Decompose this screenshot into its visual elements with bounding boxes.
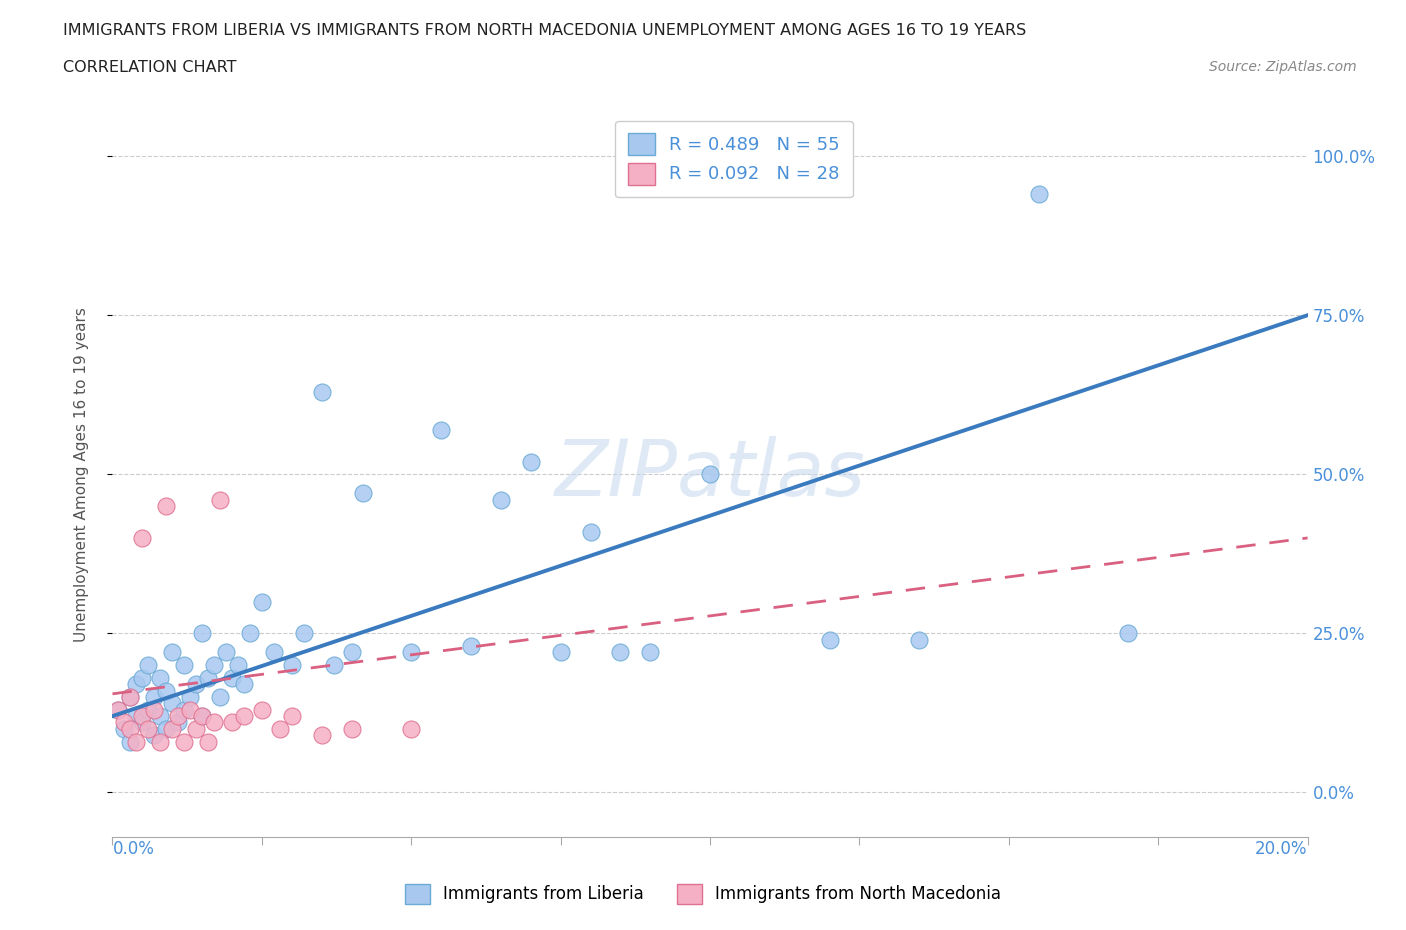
Point [131,671,153,685]
Text: 20.0%: 20.0% [1256,840,1308,858]
Point [155,722,177,737]
Point [120,689,142,704]
Point [149,671,172,685]
Point [311,384,333,399]
Point [520,454,543,469]
Point [263,645,285,660]
Point [401,722,423,737]
Point [125,677,148,692]
Point [131,709,153,724]
Point [114,715,135,730]
Point [401,645,423,660]
Point [550,645,572,660]
Point [233,677,256,692]
Point [173,702,195,717]
Point [202,658,225,672]
Point [155,498,177,513]
Text: CORRELATION CHART: CORRELATION CHART [63,60,236,75]
Point [191,626,214,641]
Point [209,689,232,704]
Point [167,709,190,724]
Text: IMMIGRANTS FROM LIBERIA VS IMMIGRANTS FROM NORTH MACEDONIA UNEMPLOYMENT AMONG AG: IMMIGRANTS FROM LIBERIA VS IMMIGRANTS FR… [63,23,1026,38]
Point [353,486,375,501]
Point [120,734,142,749]
Point [120,689,142,704]
Point [340,645,363,660]
Point [131,530,153,545]
Point [149,709,172,724]
Point [125,709,148,724]
Point [311,728,333,743]
Text: ZIPatlas: ZIPatlas [554,436,866,512]
Point [197,734,219,749]
Point [107,702,129,717]
Point [138,722,160,737]
Point [197,671,219,685]
Point [489,492,512,507]
Point [250,702,273,717]
Legend: Immigrants from Liberia, Immigrants from North Macedonia: Immigrants from Liberia, Immigrants from… [396,875,1010,912]
Point [340,722,363,737]
Point [226,658,249,672]
Point [179,689,201,704]
Point [162,645,183,660]
Text: 0.0%: 0.0% [112,840,155,858]
Point [202,715,225,730]
Y-axis label: Unemployment Among Ages 16 to 19 years: Unemployment Among Ages 16 to 19 years [75,307,89,642]
Point [162,722,183,737]
Point [131,715,153,730]
Point [221,715,243,730]
Point [120,722,142,737]
Point [149,734,172,749]
Point [221,671,243,685]
Point [179,702,201,717]
Point [143,702,166,717]
Point [579,525,602,539]
Point [114,722,135,737]
Point [143,689,166,704]
Point [1118,626,1140,641]
Point [215,645,238,660]
Point [233,709,256,724]
Point [1028,187,1050,202]
Point [186,722,208,737]
Point [818,632,841,647]
Point [143,728,166,743]
Point [430,422,453,437]
Point [640,645,662,660]
Point [138,702,160,717]
Point [167,715,190,730]
Point [908,632,931,647]
Point [292,626,315,641]
Point [250,594,273,609]
Point [173,658,195,672]
Point [322,658,344,672]
Point [609,645,631,660]
Point [281,709,304,724]
Point [107,702,129,717]
Point [138,658,160,672]
Legend: R = 0.489   N = 55, R = 0.092   N = 28: R = 0.489 N = 55, R = 0.092 N = 28 [616,121,852,197]
Point [269,722,291,737]
Point [460,639,482,654]
Point [699,467,721,482]
Point [209,492,232,507]
Point [186,677,208,692]
Text: Source: ZipAtlas.com: Source: ZipAtlas.com [1209,60,1357,74]
Point [191,709,214,724]
Point [281,658,304,672]
Point [162,696,183,711]
Point [191,709,214,724]
Point [239,626,262,641]
Point [155,684,177,698]
Point [125,734,148,749]
Point [173,734,195,749]
